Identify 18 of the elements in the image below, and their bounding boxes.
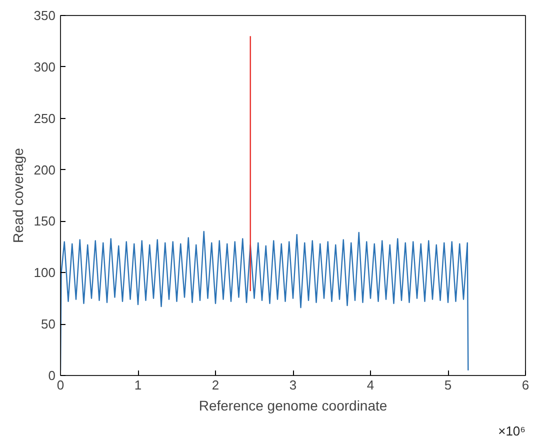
y-tick-label: 0 <box>48 368 56 383</box>
y-tick-label: 50 <box>41 316 56 332</box>
x-axis-title: Reference genome coordinate <box>198 398 388 414</box>
y-tick-label: 150 <box>34 214 56 229</box>
x-tick-label: 1 <box>134 378 142 392</box>
x-tick-label: 5 <box>444 378 452 392</box>
y-tick-label: 100 <box>34 265 56 280</box>
y-tick-label: 250 <box>34 110 56 126</box>
x-tick-label: 6 <box>522 378 530 392</box>
y-tick-label: 350 <box>34 8 56 23</box>
line-series <box>60 230 469 371</box>
y-tick-label: 200 <box>34 162 56 178</box>
x-tick-label: 3 <box>289 378 297 392</box>
x-tick-label: 4 <box>366 378 374 392</box>
y-tick-label: 300 <box>34 59 56 74</box>
x-tick-label: 2 <box>212 378 220 392</box>
y-axis-title: Read coverage <box>10 148 26 243</box>
text: ×10⁶ <box>498 424 526 438</box>
